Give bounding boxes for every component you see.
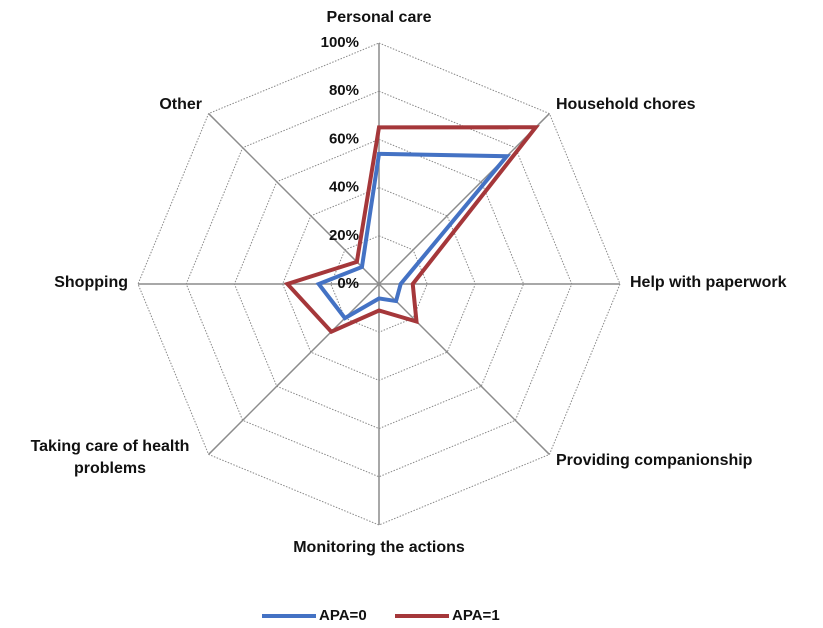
- tick-label: 40%: [329, 179, 359, 196]
- category-label: Shopping: [54, 274, 128, 291]
- tick-label: 20%: [329, 227, 359, 244]
- axis-spoke: [208, 283, 380, 455]
- series-line: [283, 125, 540, 335]
- legend-label: APA=1: [452, 607, 500, 624]
- tick-label: 100%: [321, 34, 359, 51]
- series-line: [315, 151, 512, 321]
- tick-label: 0%: [337, 275, 359, 292]
- category-label: Personal care: [326, 9, 432, 26]
- tick-label: 80%: [329, 82, 359, 99]
- category-label: Providing companionship: [556, 452, 753, 469]
- category-label: Taking care of health problems: [30, 438, 190, 477]
- category-label: Help with paperwork: [630, 274, 787, 291]
- grid-ring: [233, 138, 525, 430]
- axis-spoke: [378, 283, 550, 455]
- category-label: Monitoring the actions: [293, 539, 465, 556]
- category-label: Other: [159, 96, 202, 113]
- category-label: Household chores: [556, 96, 696, 113]
- axis-spoke: [208, 113, 380, 285]
- legend-label: APA=0: [319, 607, 367, 624]
- axis-spoke: [378, 113, 550, 285]
- tick-label: 60%: [329, 130, 359, 147]
